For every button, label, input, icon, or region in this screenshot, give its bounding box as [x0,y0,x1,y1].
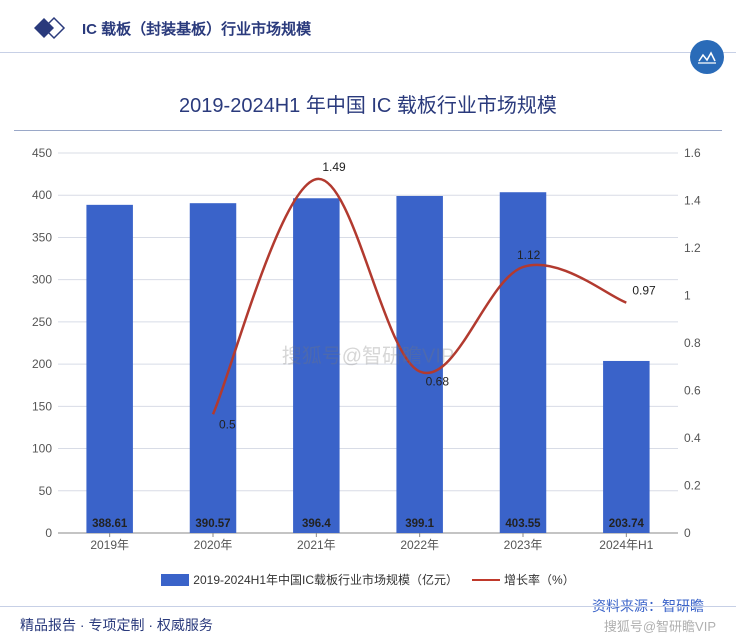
svg-text:1.12: 1.12 [517,248,541,262]
svg-text:399.1: 399.1 [405,518,434,530]
footer-right: 搜狐号@智研瞻VIP [604,616,716,635]
svg-text:1.4: 1.4 [684,194,701,208]
svg-text:100: 100 [32,442,52,456]
svg-text:203.74: 203.74 [609,518,645,530]
footer: 精品报告 · 专项定制 · 权威服务 搜狐号@智研瞻VIP [0,606,736,643]
svg-text:0: 0 [684,526,691,540]
svg-text:450: 450 [32,146,52,160]
svg-text:390.57: 390.57 [195,518,230,530]
legend-bar-label: 2019-2024H1年中国IC载板行业市场规模（亿元） [193,571,458,588]
chart-container: 2019-2024H1 年中国 IC 载板行业市场规模 0 50 100 150 200… [14,83,722,616]
svg-text:400: 400 [32,188,52,202]
svg-text:1.6: 1.6 [684,146,701,160]
bar-swatch-icon [161,574,189,586]
header-title: IC 载板（封装基板）行业市场规模 [82,18,311,39]
svg-text:150: 150 [32,399,52,413]
svg-text:250: 250 [32,315,52,329]
svg-text:403.55: 403.55 [505,518,541,530]
legend-item-line: 增长率（%） [472,571,575,588]
chart-legend: 2019-2024H1年中国IC载板行业市场规模（亿元） 增长率（%） [14,571,722,588]
svg-text:2024年H1: 2024年H1 [599,538,653,552]
svg-text:0.8: 0.8 [684,336,701,350]
svg-text:2022年: 2022年 [400,538,439,552]
line-swatch-icon [472,579,500,581]
svg-text:0.97: 0.97 [632,284,656,298]
svg-text:1: 1 [684,289,691,303]
svg-text:0.4: 0.4 [684,431,701,445]
chart-plot: 0 50 100 150 200 250 300 350 400 450 0 0.2 0.4 0.6 0.8… [14,139,722,569]
svg-text:300: 300 [32,273,52,287]
legend-item-bar: 2019-2024H1年中国IC载板行业市场规模（亿元） [161,571,458,588]
footer-left: 精品报告 · 专项定制 · 权威服务 [20,615,213,635]
svg-text:0: 0 [45,526,52,540]
header: IC 载板（封装基板）行业市场规模 [0,0,736,53]
chart-title: 2019-2024H1 年中国 IC 载板行业市场规模 [179,95,557,117]
svg-text:200: 200 [32,357,52,371]
svg-text:0.2: 0.2 [684,479,701,493]
svg-text:350: 350 [32,230,52,244]
svg-text:0.6: 0.6 [684,384,701,398]
svg-text:0.5: 0.5 [219,417,236,431]
svg-text:2019年: 2019年 [90,538,129,552]
svg-text:388.61: 388.61 [92,518,128,530]
corner-badge-icon [690,40,724,74]
svg-text:396.4: 396.4 [302,518,331,530]
chart-title-wrap: 2019-2024H1 年中国 IC 载板行业市场规模 [14,83,722,131]
svg-text:1.2: 1.2 [684,241,701,255]
svg-text:2023年: 2023年 [504,538,543,552]
svg-text:2021年: 2021年 [297,538,336,552]
svg-text:0.68: 0.68 [426,375,450,389]
svg-text:50: 50 [39,484,53,498]
svg-text:2020年: 2020年 [194,538,233,552]
brand-diamond-icon [20,12,70,44]
legend-line-label: 增长率（%） [504,571,575,588]
svg-text:1.49: 1.49 [322,160,346,174]
